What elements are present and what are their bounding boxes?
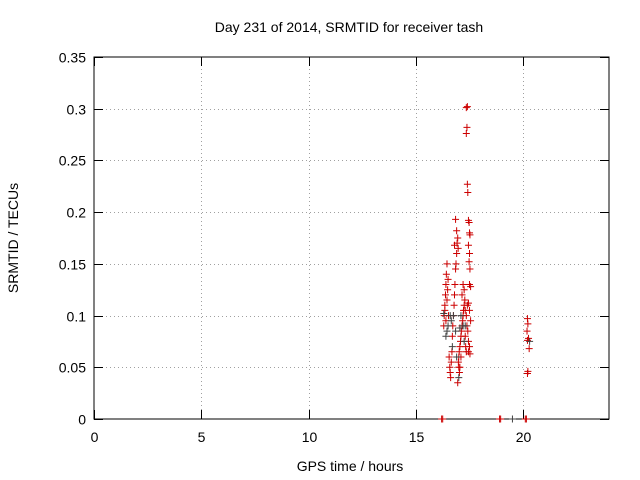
data-point (444, 275, 452, 283)
data-point (497, 415, 505, 423)
data-point (453, 227, 461, 235)
data-point (452, 215, 460, 223)
data-point (522, 415, 530, 423)
x-axis-label: GPS time / hours (297, 458, 404, 474)
y-tick-label: 0.05 (59, 360, 86, 376)
y-tick-label: 0.1 (67, 309, 87, 325)
data-point (447, 317, 455, 325)
data-point (444, 322, 452, 330)
data-point (466, 306, 474, 314)
data-point (463, 180, 471, 188)
plot-frame (93, 56, 610, 420)
data-point (441, 306, 449, 314)
data-point (460, 337, 468, 345)
data-point (443, 327, 451, 335)
data-point (442, 281, 450, 289)
data-point (456, 324, 464, 332)
data-point (442, 270, 450, 278)
data-point (467, 283, 475, 291)
data-point (464, 241, 472, 249)
y-tick-label: 0 (78, 412, 86, 428)
chart-title: Day 231 of 2014, SRMTID for receiver tas… (215, 19, 483, 35)
axis-ticks: 0 0.05 0.1 0.15 0.2 0.25 0.3 0.35 0 5 10 15 20 (59, 50, 609, 445)
x-tick-label: 0 (91, 429, 99, 445)
data-point (526, 337, 534, 345)
y-tick-label: 0.15 (59, 257, 86, 273)
data-point (454, 234, 462, 242)
data-point (525, 345, 533, 353)
data-point (451, 281, 459, 289)
data-point (449, 312, 457, 320)
data-point (464, 299, 472, 307)
data-point (461, 332, 469, 340)
data-point (452, 260, 460, 268)
data-point (443, 296, 451, 304)
data-point (454, 244, 462, 252)
data-point (443, 260, 451, 268)
data-point (461, 296, 469, 304)
x-tick-label: 20 (516, 429, 532, 445)
data-point (462, 130, 470, 138)
data-point (451, 291, 458, 299)
data-point (459, 281, 467, 289)
data-point (452, 327, 460, 335)
data-point (441, 291, 449, 299)
data-point (439, 415, 447, 423)
data-point (466, 231, 474, 239)
y-tick-label: 0.25 (59, 153, 86, 169)
grid-lines (94, 57, 609, 419)
y-tick-label: 0.2 (67, 205, 87, 221)
data-point (450, 301, 458, 309)
data-point (442, 332, 450, 340)
data-point (458, 291, 466, 299)
data-point (444, 286, 452, 294)
data-point (440, 310, 448, 318)
data-point (466, 250, 474, 258)
data-point (453, 353, 461, 361)
x-tick-label: 15 (409, 429, 425, 445)
data-point (447, 358, 455, 366)
data-point (523, 327, 531, 335)
x-tick-label: 10 (302, 429, 318, 445)
data-point (454, 379, 462, 387)
y-tick-label: 0.3 (67, 102, 87, 118)
data-point (456, 363, 464, 371)
data-point (508, 415, 516, 423)
data-point (447, 374, 455, 382)
data-point (451, 241, 458, 249)
y-axis-label: SRMTID / TECUs (5, 183, 21, 293)
data-point (465, 218, 473, 226)
data-point (454, 358, 462, 366)
data-point (448, 332, 456, 340)
data-point (463, 123, 471, 131)
data-point (523, 369, 531, 377)
data-point (461, 322, 469, 330)
data-points (438, 103, 534, 423)
data-point (464, 188, 472, 196)
data-point (464, 327, 472, 335)
data-point (466, 343, 474, 351)
data-point (464, 348, 472, 356)
data-point (462, 104, 470, 112)
x-tick-label: 5 (198, 429, 206, 445)
data-point (465, 258, 473, 266)
data-point (455, 348, 463, 356)
data-point (524, 320, 532, 328)
data-point (448, 343, 456, 351)
data-point (460, 286, 468, 294)
data-point (455, 374, 463, 382)
data-point (453, 250, 461, 258)
data-point (463, 103, 471, 111)
data-point (466, 265, 474, 273)
data-point (445, 353, 453, 361)
data-point (457, 312, 465, 320)
y-tick-label: 0.35 (59, 50, 86, 66)
data-point (467, 317, 475, 325)
